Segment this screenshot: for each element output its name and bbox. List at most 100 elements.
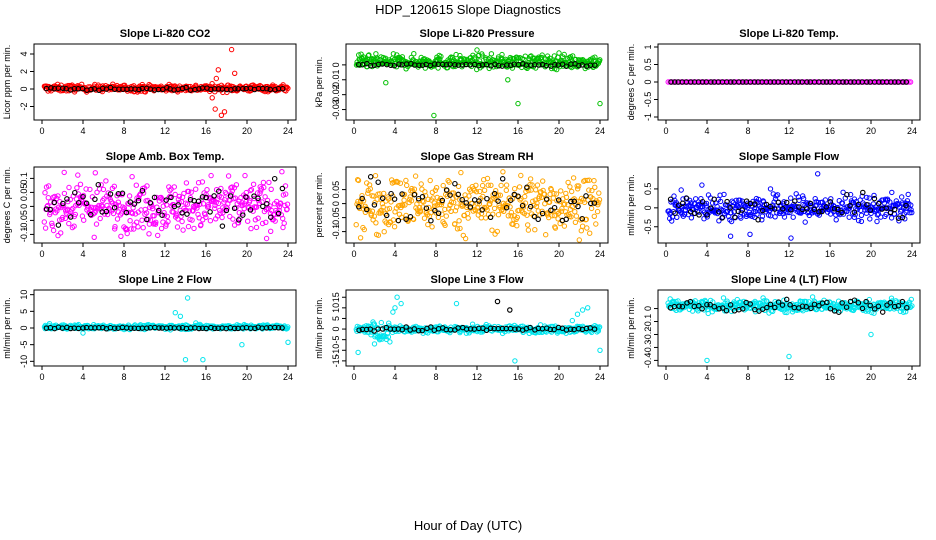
- data-point: [203, 214, 209, 221]
- hourly-point: [364, 60, 370, 67]
- y-axis-label: degrees C per min.: [626, 44, 636, 121]
- data-point: [168, 203, 175, 209]
- data-point: [384, 330, 391, 337]
- hourly-point: [499, 176, 506, 182]
- hourly-point: [547, 326, 554, 333]
- data-point: [359, 193, 365, 199]
- hourly-point: [827, 305, 834, 312]
- outlier-point: [398, 300, 404, 307]
- data-point: [378, 319, 384, 326]
- data-point: [195, 211, 201, 218]
- data-point: [285, 324, 291, 330]
- hourly-point: [123, 209, 130, 216]
- data-points: [41, 46, 291, 119]
- data-point: [909, 209, 915, 216]
- hourly-point: [860, 189, 866, 196]
- hourly-point: [260, 203, 266, 210]
- y-tick-label: 10: [331, 303, 341, 313]
- panel-frame: [345, 166, 609, 244]
- outlier-point: [579, 307, 586, 313]
- y-tick-label: -0.03: [331, 99, 341, 120]
- data-point: [781, 214, 788, 220]
- hourly-point: [732, 214, 738, 220]
- hourly-point: [835, 206, 841, 213]
- data-point: [47, 209, 53, 216]
- hourly-point: [503, 204, 510, 211]
- hourly-point: [767, 301, 774, 308]
- data-point: [573, 213, 580, 219]
- x-tick-label: 12: [472, 249, 482, 259]
- data-point: [98, 182, 104, 188]
- y-tick-label: 0.1: [19, 172, 29, 185]
- x-tick-label: 0: [39, 249, 44, 259]
- hourly-point: [804, 79, 810, 85]
- data-point: [48, 199, 54, 205]
- data-point: [591, 213, 597, 220]
- x-tick-label: 20: [866, 126, 876, 136]
- data-point: [239, 210, 246, 216]
- data-point: [428, 210, 434, 216]
- x-axis-label: Hour of Day (UTC): [413, 518, 523, 533]
- data-point: [263, 235, 270, 242]
- data-point: [575, 198, 581, 205]
- x-tick-label: 16: [201, 249, 211, 259]
- data-point: [70, 205, 76, 212]
- hourly-point: [391, 196, 398, 202]
- data-point: [429, 224, 435, 230]
- hourly-point: [704, 212, 710, 218]
- hourly-point: [699, 198, 706, 205]
- hourly-point: [711, 303, 718, 310]
- data-point: [268, 228, 274, 235]
- outlier-point: [515, 100, 521, 107]
- hourly-point: [71, 85, 78, 92]
- hourly-point: [407, 214, 414, 220]
- data-point: [512, 186, 518, 192]
- y-axis-label: ml/min per min.: [314, 297, 324, 359]
- panel-title: Slope Li-820 CO2: [120, 28, 210, 40]
- data-points: [41, 169, 291, 242]
- hourly-point: [864, 79, 870, 85]
- y-tick-label: 0: [643, 79, 653, 84]
- data-point: [473, 182, 479, 189]
- hourly-point: [83, 200, 90, 207]
- hourly-point: [772, 304, 778, 311]
- hourly-point: [855, 300, 862, 306]
- hourly-point: [819, 208, 825, 215]
- x-tick-label: 8: [121, 126, 126, 136]
- data-point: [867, 216, 873, 222]
- hourly-point: [859, 305, 866, 312]
- x-tick-label: 12: [472, 372, 482, 382]
- hourly-point: [136, 86, 142, 93]
- data-point: [187, 195, 194, 201]
- panel-9: Slope Line 4 (LT) Flow ml/min per min. 0 4 8…: [626, 274, 921, 382]
- data-point: [408, 198, 415, 204]
- data-point: [586, 187, 592, 193]
- data-point: [66, 184, 72, 191]
- data-point: [909, 303, 915, 309]
- data-point: [373, 220, 379, 226]
- data-point: [900, 309, 907, 315]
- data-point: [446, 179, 452, 185]
- hourly-point: [275, 325, 282, 331]
- data-point: [484, 175, 491, 182]
- outlier-point: [704, 357, 710, 364]
- data-point: [366, 52, 372, 58]
- hourly-point: [195, 198, 202, 205]
- data-point: [400, 202, 406, 209]
- hourly-point: [419, 62, 426, 68]
- hourly-point: [499, 325, 506, 332]
- hourly-point: [871, 306, 878, 312]
- data-point: [369, 208, 376, 214]
- data-point: [189, 217, 195, 223]
- x-tick-label: 12: [784, 249, 794, 259]
- panel-title: Slope Line 2 Flow: [119, 274, 212, 286]
- data-point: [440, 182, 446, 189]
- hourly-point: [363, 326, 370, 333]
- hourly-point: [399, 326, 405, 333]
- data-point: [158, 225, 165, 232]
- data-point: [191, 225, 197, 232]
- hourly-point: [251, 193, 257, 199]
- data-point: [741, 79, 748, 85]
- x-tick-label: 12: [160, 249, 170, 259]
- hourly-point: [584, 63, 590, 69]
